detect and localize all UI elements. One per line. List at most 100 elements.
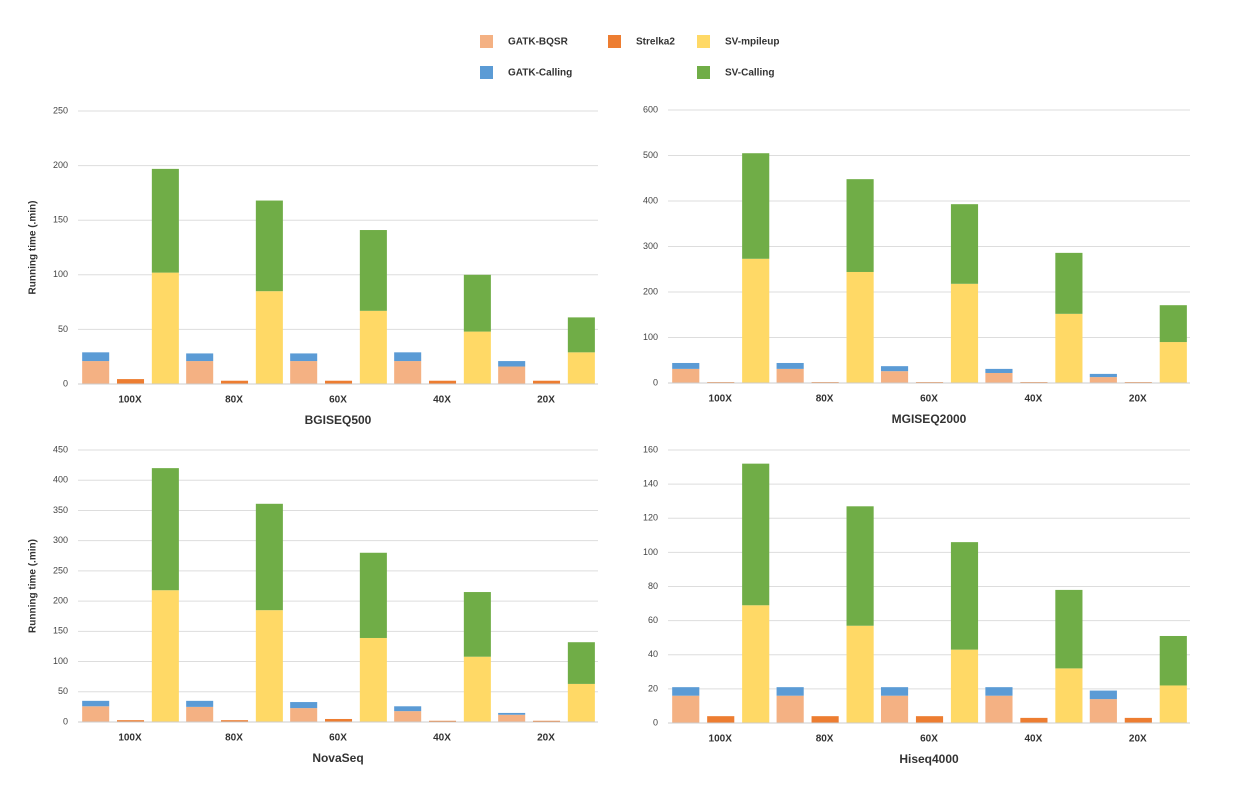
bar (290, 708, 318, 722)
y-tick-label: 500 (643, 150, 658, 160)
bar (82, 361, 110, 384)
legend-swatch (608, 35, 621, 48)
y-tick-label: 200 (53, 595, 68, 605)
y-tick-label: 300 (643, 241, 658, 251)
bar (1089, 690, 1117, 700)
y-tick-label: 450 (53, 444, 68, 454)
bar (776, 695, 804, 723)
legend-swatch (697, 66, 710, 79)
y-tick-label: 120 (643, 513, 658, 523)
bar (950, 649, 979, 723)
y-axis-label: Running time (.min) (28, 539, 39, 633)
x-tick-label: 60X (920, 734, 938, 745)
y-tick-label: 400 (53, 475, 68, 485)
bar (1159, 635, 1187, 686)
x-tick-label: 40X (1025, 734, 1043, 745)
y-tick-label: 0 (653, 717, 658, 727)
bar (742, 258, 770, 383)
bar (985, 368, 1013, 373)
bar (672, 368, 700, 383)
bar (359, 230, 387, 311)
bar (1055, 252, 1083, 314)
bar (498, 366, 526, 384)
x-tick-label: 60X (329, 733, 347, 744)
x-tick-label: 80X (816, 394, 834, 405)
bar (567, 317, 595, 353)
bar (811, 716, 839, 723)
bar (1089, 377, 1117, 383)
legend-swatch (480, 66, 493, 79)
y-axis-label: Running time (.min) (28, 201, 39, 295)
bar (985, 687, 1013, 696)
x-tick-label: 40X (433, 395, 451, 406)
y-tick-label: 250 (53, 105, 68, 115)
bar (672, 362, 700, 369)
bar (429, 380, 457, 384)
legend-label: SV-mpileup (725, 37, 779, 48)
bar (1159, 305, 1187, 343)
y-tick-label: 0 (63, 378, 68, 388)
bar (498, 361, 526, 367)
bar (290, 361, 318, 384)
x-tick-label: 60X (920, 394, 938, 405)
bar (394, 706, 422, 712)
bar (1055, 668, 1083, 723)
y-tick-label: 20 (648, 683, 658, 693)
bar (151, 468, 179, 591)
bar (846, 179, 874, 272)
bar (742, 605, 770, 723)
y-tick-label: 200 (53, 160, 68, 170)
x-tick-label: 80X (816, 734, 834, 745)
bar (1055, 313, 1083, 383)
legend-label: GATK-Calling (508, 68, 572, 79)
bar (1089, 373, 1117, 378)
x-tick-label: 40X (433, 733, 451, 744)
bar (394, 352, 422, 362)
x-tick-label: 80X (225, 395, 243, 406)
bar (255, 503, 283, 611)
bar (1124, 717, 1152, 723)
bar (463, 656, 491, 722)
bar (567, 352, 595, 384)
bar (776, 362, 804, 369)
y-tick-label: 100 (53, 269, 68, 279)
bar (707, 716, 735, 723)
bar (359, 310, 387, 384)
y-tick-label: 100 (643, 547, 658, 557)
bar (82, 700, 110, 707)
bar (915, 716, 944, 723)
bar (255, 291, 283, 384)
bar (742, 153, 770, 259)
bar (325, 718, 353, 722)
x-tick-label: 20X (1129, 734, 1147, 745)
bar (151, 590, 179, 722)
x-tick-label: 100X (118, 733, 142, 744)
y-tick-label: 80 (648, 581, 658, 591)
bar (498, 714, 526, 722)
bar (82, 352, 110, 362)
bar (429, 720, 457, 722)
bar (1159, 342, 1187, 383)
x-tick-label: 100X (118, 395, 142, 406)
axis-title: Hiseq4000 (899, 752, 959, 766)
bar (255, 610, 283, 722)
y-tick-label: 600 (643, 104, 658, 114)
bar (672, 687, 700, 696)
legend-swatch (697, 35, 710, 48)
bar (950, 283, 979, 383)
bar (186, 353, 214, 362)
axis-title: BGISEQ500 (305, 413, 372, 427)
y-tick-label: 200 (643, 286, 658, 296)
x-tick-label: 40X (1025, 394, 1043, 405)
y-tick-label: 50 (58, 324, 68, 334)
x-tick-label: 80X (225, 733, 243, 744)
bar (463, 592, 491, 657)
y-tick-label: 40 (648, 649, 658, 659)
legend-label: GATK-BQSR (508, 37, 569, 48)
x-tick-label: 20X (537, 733, 555, 744)
bar (117, 720, 145, 722)
y-tick-label: 140 (643, 479, 658, 489)
bar (82, 706, 110, 722)
bar (567, 683, 595, 722)
